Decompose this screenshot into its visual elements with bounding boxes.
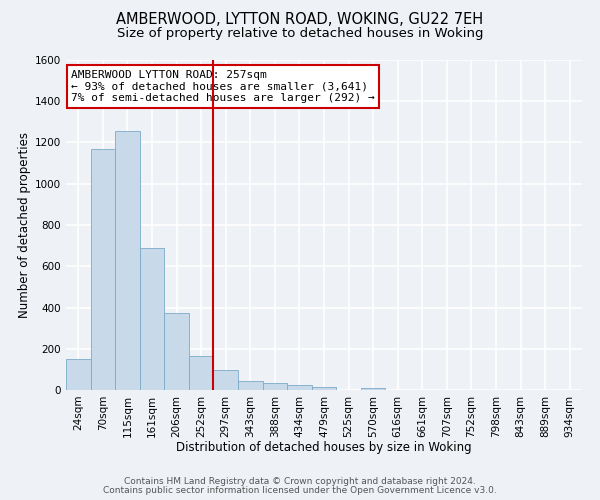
Bar [189, 356, 214, 390]
Bar [214, 370, 238, 390]
Text: Contains public sector information licensed under the Open Government Licence v3: Contains public sector information licen… [103, 486, 497, 495]
Bar [312, 387, 336, 390]
Bar [361, 388, 385, 390]
Text: Size of property relative to detached houses in Woking: Size of property relative to detached ho… [117, 28, 483, 40]
Bar [164, 312, 189, 390]
Bar [263, 383, 287, 390]
Text: AMBERWOOD, LYTTON ROAD, WOKING, GU22 7EH: AMBERWOOD, LYTTON ROAD, WOKING, GU22 7EH [116, 12, 484, 28]
Y-axis label: Number of detached properties: Number of detached properties [18, 132, 31, 318]
Bar [287, 386, 312, 390]
Bar [140, 248, 164, 390]
Bar [238, 382, 263, 390]
Text: AMBERWOOD LYTTON ROAD: 257sqm
← 93% of detached houses are smaller (3,641)
7% of: AMBERWOOD LYTTON ROAD: 257sqm ← 93% of d… [71, 70, 375, 103]
Bar [115, 131, 140, 390]
X-axis label: Distribution of detached houses by size in Woking: Distribution of detached houses by size … [176, 441, 472, 454]
Bar [66, 359, 91, 390]
Text: Contains HM Land Registry data © Crown copyright and database right 2024.: Contains HM Land Registry data © Crown c… [124, 477, 476, 486]
Bar [91, 148, 115, 390]
